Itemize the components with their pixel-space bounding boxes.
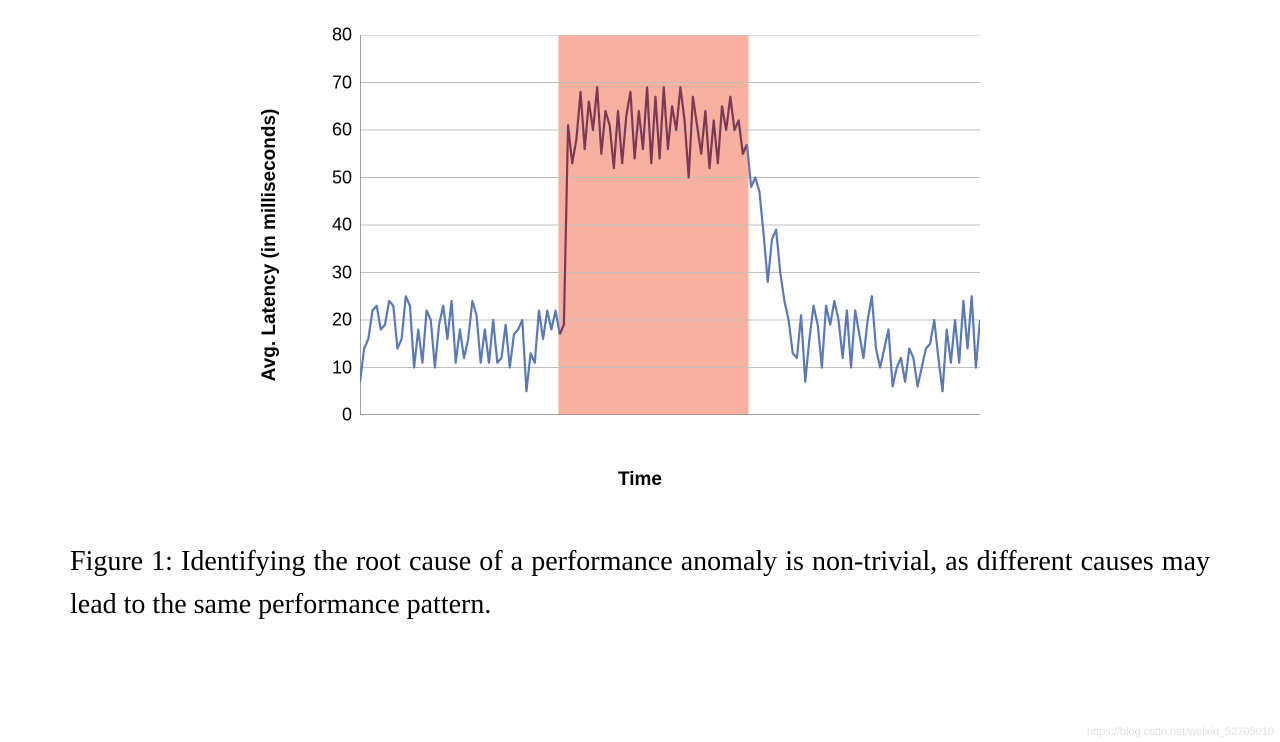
x-axis-label: Time: [618, 469, 662, 491]
y-tick-label: 10: [332, 357, 352, 378]
y-tick-label: 0: [342, 405, 352, 426]
chart-svg: [360, 35, 980, 415]
figure-caption: Figure 1: Identifying the root cause of …: [70, 540, 1210, 627]
plot-area: 01020304050607080: [360, 35, 980, 415]
y-tick-label: 70: [332, 72, 352, 93]
y-axis-label: Avg. Latency (in milliseconds): [259, 109, 281, 382]
y-tick-label: 50: [332, 167, 352, 188]
page-root: Avg. Latency (in milliseconds) 010203040…: [0, 0, 1280, 742]
latency-line: [360, 296, 560, 391]
y-tick-label: 40: [332, 215, 352, 236]
y-tick-label: 60: [332, 120, 352, 141]
y-tick-label: 20: [332, 310, 352, 331]
latency-chart: Avg. Latency (in milliseconds) 010203040…: [280, 35, 1000, 455]
y-tick-label: 80: [332, 25, 352, 46]
latency-line: [747, 144, 980, 391]
watermark-text: https://blog.csdn.net/weixin_52705010: [1087, 726, 1274, 738]
y-tick-label: 30: [332, 262, 352, 283]
